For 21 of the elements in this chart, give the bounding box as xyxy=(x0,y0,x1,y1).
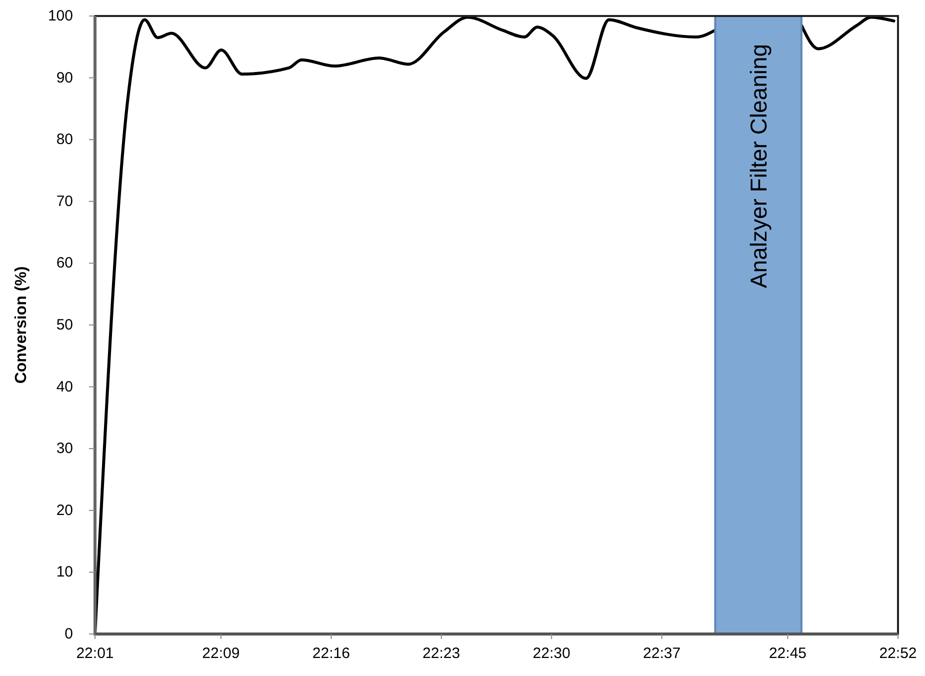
x-tick-label: 22:16 xyxy=(312,645,350,662)
x-tick-label: 22:30 xyxy=(532,645,570,662)
y-tick-label: 10 xyxy=(56,564,73,581)
x-tick-label: 22:01 xyxy=(76,645,114,662)
band-label: Analzyer Filter Cleaning xyxy=(745,44,772,288)
y-tick-label: 100 xyxy=(48,8,73,24)
x-tick-label: 22:23 xyxy=(422,645,460,662)
x-tick-label: 22:52 xyxy=(879,645,917,662)
y-tick-label: 0 xyxy=(64,626,73,642)
y-tick-label: 70 xyxy=(56,192,73,210)
y-tick-label: 60 xyxy=(56,254,73,272)
y-tick-label: 80 xyxy=(56,131,73,148)
y-tick-label: 30 xyxy=(56,440,73,458)
y-tick-label: 40 xyxy=(56,378,73,396)
y-axis-title: Conversion (%) xyxy=(13,266,30,384)
x-tick-label: 22:09 xyxy=(202,645,240,662)
x-tick-label: 22:37 xyxy=(643,645,681,662)
y-tick-label: 50 xyxy=(56,316,73,334)
y-tick-label: 20 xyxy=(56,502,73,519)
y-tick-label: 90 xyxy=(56,69,73,86)
x-tick-label: 22:45 xyxy=(768,645,807,662)
